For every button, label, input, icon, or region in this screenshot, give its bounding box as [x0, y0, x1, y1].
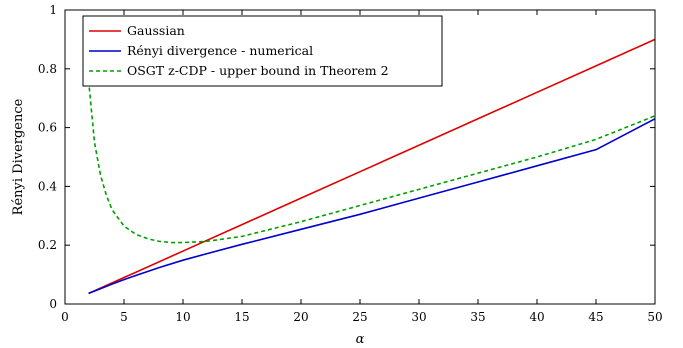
x-tick-label: 40 — [529, 310, 544, 324]
legend: Gaussian Rényi divergence - numerical OSGT… — [82, 15, 443, 87]
plot-area — [87, 38, 656, 295]
y-tick-labels: 0 0.2 0.4 0.6 0.8 1 — [38, 3, 57, 311]
x-axis-label: α — [356, 332, 365, 347]
x-tick-label: 15 — [234, 310, 249, 324]
x-tick-label: 20 — [293, 310, 308, 324]
plot-frame — [64, 9, 656, 305]
x-tick-label: 45 — [588, 310, 603, 324]
y-tick-label: 0.4 — [38, 179, 57, 193]
x-tick-label: 30 — [411, 310, 426, 324]
legend-label-2: OSGT z-CDP - upper bound in Theorem 2 — [127, 63, 389, 78]
y-tick-label: 0 — [49, 297, 57, 311]
y-tick-label: 1 — [49, 3, 57, 17]
x-tick-label: 50 — [647, 310, 662, 324]
x-tick-label: 35 — [470, 310, 485, 324]
y-axis-label: Rényi Divergence — [11, 98, 26, 215]
x-tick-label: 10 — [175, 310, 190, 324]
y-tick-label: 0.6 — [38, 121, 57, 135]
x-tick-labels: 0 5 10 15 20 25 30 35 40 45 50 — [61, 310, 662, 324]
series-line-0 — [88, 38, 656, 295]
x-tick-label: 25 — [352, 310, 367, 324]
y-tick-label: 0.8 — [38, 62, 57, 76]
x-tick-label: 0 — [61, 310, 69, 324]
legend-box — [82, 15, 443, 87]
series-line-1 — [88, 118, 656, 295]
legend-label-1: Rényi divergence - numerical — [127, 43, 313, 58]
y-tick-label: 0.2 — [38, 238, 57, 252]
x-tick-label: 5 — [120, 310, 128, 324]
legend-label-0: Gaussian — [127, 23, 185, 38]
